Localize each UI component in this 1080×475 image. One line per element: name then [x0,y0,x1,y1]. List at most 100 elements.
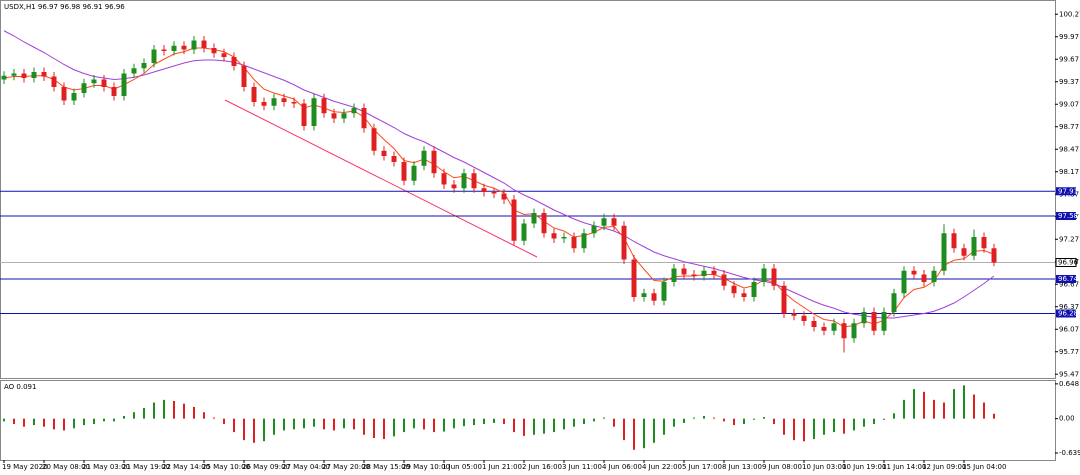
candle-body [81,83,87,93]
x-tick-label: 20 May 08:00 [42,463,90,471]
y-tick-label: 98.47 [1059,145,1079,153]
candle-body [31,72,37,78]
candle-body [121,73,127,96]
y-tick-label: 98.77 [1059,123,1079,131]
y-tick-label: 96.37 [1059,303,1079,311]
level-label: 96.74 [1058,275,1079,283]
candle-body [801,315,807,321]
y-tick-label: 95.77 [1059,348,1079,356]
candle-body [141,63,147,69]
candle-body [461,173,467,189]
level-label: 97.58 [1058,212,1078,220]
candle-body [661,282,667,301]
candle-body [161,49,167,51]
candle-body [901,270,907,294]
x-tick-label: 3 Jun 11:00 [562,463,602,471]
candle-body [471,173,477,189]
y-tick-label: 96.67 [1059,280,1079,288]
candle-body [241,66,247,87]
candle-body [881,312,887,331]
y-tick-label: 99.67 [1059,55,1079,63]
candle-body [721,274,727,286]
candle-body [411,165,417,181]
candle-body [221,53,227,57]
candle-body [431,150,437,174]
candle-body [931,270,937,282]
candle-body [981,237,987,249]
candle-body [71,93,77,101]
candle-body [911,270,917,275]
x-tick-label: 27 May 20:00 [322,463,370,471]
indicator-title: AO 0.091 [4,383,36,391]
level-label: 97.91 [1058,187,1078,195]
candle-body [811,321,817,327]
candle-body [971,237,977,256]
fast-moving-average [3,47,995,328]
candle-body [51,76,57,87]
trend-channel-line [224,99,538,258]
candle-body [481,188,487,192]
level-label-box [1056,309,1076,318]
candle-body [421,150,427,166]
candle-body [861,312,867,324]
candle-body [41,72,47,77]
x-tick-label: 1 Jun 05:00 [442,463,482,471]
candle-body [631,259,637,297]
candle-body [321,98,327,114]
y-tick-label: 100.27 [1059,10,1080,18]
x-tick-label: 22 May 14:00 [162,463,210,471]
level-label-box [1056,275,1076,283]
candle-body [831,323,837,331]
candle-body [271,98,277,106]
y-tick-label: 97.27 [1059,235,1079,243]
candle-body [451,184,457,189]
indicator-y-tick-label: -0.639 [1059,449,1080,457]
candle-body [371,128,377,151]
x-tick-label: 29 May 10:00 [402,463,450,471]
candle-body [281,98,287,102]
candle-body [501,193,507,200]
candle-body [111,87,117,96]
candle-body [301,103,307,126]
x-tick-label: 26 May 09:00 [242,463,290,471]
candle-body [181,45,187,50]
candle-body [651,293,657,301]
candle-body [851,323,857,339]
candle-body [251,87,257,102]
candle-body [201,40,207,48]
y-tick-label: 99.97 [1059,33,1079,41]
x-tick-label: 2 Jun 16:00 [522,463,562,471]
candle-body [21,73,27,78]
x-tick-label: 10 Jun 03:00 [802,463,846,471]
candle-body [711,270,717,275]
candle-body [311,98,317,126]
x-tick-label: 11 Jun 14:00 [882,463,926,471]
candle-body [571,237,577,249]
x-tick-label: 15 Jun 04:00 [962,463,1006,471]
candle-body [611,218,617,226]
x-tick-label: 8 Jun 13:00 [722,463,762,471]
current-price-label: 96.96 [1058,259,1079,267]
candle-body [641,293,647,297]
x-tick-label: 10 Jun 19:00 [842,463,886,471]
level-label-box [1056,212,1076,220]
candle-body [921,274,927,282]
x-tick-label: 21 May 19:00 [122,463,170,471]
candle-body [261,102,267,106]
candle-body [991,248,997,263]
indicator-y-tick-label: 0.00 [1059,415,1075,423]
candle-body [621,225,627,260]
candle-body [941,233,947,271]
x-tick-label: 4 Jun 06:00 [602,463,642,471]
candle-body [591,225,597,234]
candle-body [1,75,7,80]
candle-body [381,150,387,156]
y-tick-label: 96.07 [1059,325,1079,333]
indicator-y-tick-label: 0.648 [1059,380,1079,388]
candle-body [561,237,567,239]
candle-body [351,108,357,114]
candle-body [531,213,537,224]
x-tick-label: 12 Jun 09:00 [922,463,966,471]
y-tick-label: 99.07 [1059,100,1079,108]
candle-body [741,293,747,297]
